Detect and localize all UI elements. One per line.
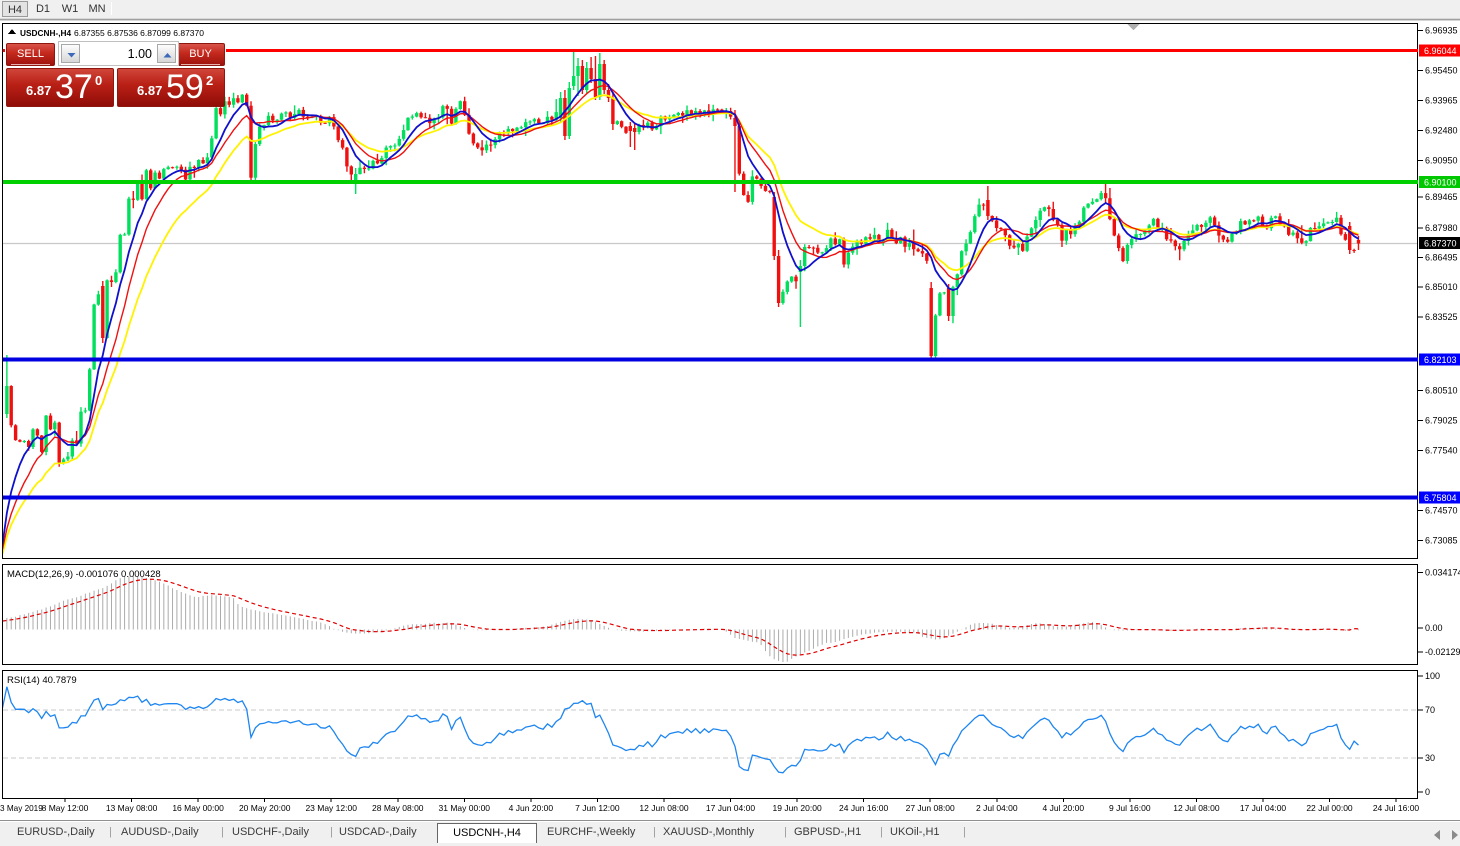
svg-text:6.74570: 6.74570 [1425, 506, 1458, 516]
svg-text:7 Jun 12:00: 7 Jun 12:00 [575, 803, 620, 813]
svg-text:6.93965: 6.93965 [1425, 96, 1458, 106]
svg-text:3 May 2019: 3 May 2019 [0, 804, 43, 813]
svg-text:22 Jul 00:00: 22 Jul 00:00 [1306, 803, 1353, 813]
svg-text:0.00: 0.00 [1425, 623, 1443, 633]
svg-text:6.75804: 6.75804 [1424, 493, 1457, 503]
svg-text:6.95450: 6.95450 [1425, 66, 1458, 76]
svg-text:6.82103: 6.82103 [1424, 355, 1457, 365]
svg-text:6.87370: 6.87370 [1424, 238, 1457, 248]
svg-text:6.89465: 6.89465 [1425, 192, 1458, 202]
svg-text:9 Jul 16:00: 9 Jul 16:00 [1109, 803, 1151, 813]
svg-text:6.73085: 6.73085 [1425, 536, 1458, 546]
svg-text:19 Jun 20:00: 19 Jun 20:00 [773, 803, 822, 813]
svg-text:17 Jun 04:00: 17 Jun 04:00 [706, 803, 755, 813]
svg-text:4 Jul 20:00: 4 Jul 20:00 [1043, 803, 1085, 813]
svg-text:16 May 00:00: 16 May 00:00 [172, 803, 224, 813]
svg-text:6.92480: 6.92480 [1425, 126, 1458, 136]
svg-text:6.77540: 6.77540 [1425, 446, 1458, 456]
svg-text:6.87355 6.87536 6.87099 6.8737: 6.87355 6.87536 6.87099 6.87370 [74, 28, 204, 38]
svg-text:28 May 08:00: 28 May 08:00 [372, 803, 424, 813]
svg-text:0.034174: 0.034174 [1425, 568, 1460, 578]
svg-text:12 Jun 08:00: 12 Jun 08:00 [639, 803, 688, 813]
svg-text:30: 30 [1425, 753, 1435, 763]
svg-text:24 Jun 16:00: 24 Jun 16:00 [839, 803, 888, 813]
svg-text:6.86495: 6.86495 [1425, 253, 1458, 263]
svg-text:24 Jul 16:00: 24 Jul 16:00 [1373, 803, 1420, 813]
svg-text:8 May 12:00: 8 May 12:00 [42, 803, 89, 813]
svg-text:6.90950: 6.90950 [1425, 156, 1458, 166]
svg-text:RSI(14) 40.7879: RSI(14) 40.7879 [7, 675, 77, 686]
svg-text:USDCNH-,H4: USDCNH-,H4 [20, 28, 72, 38]
svg-text:12 Jul 08:00: 12 Jul 08:00 [1173, 803, 1220, 813]
svg-text:0: 0 [1425, 787, 1430, 797]
svg-text:6.96044: 6.96044 [1424, 46, 1457, 56]
svg-text:70: 70 [1425, 705, 1435, 715]
svg-text:100: 100 [1425, 671, 1440, 681]
svg-text:6.90100: 6.90100 [1424, 177, 1457, 187]
svg-text:4 Jun 20:00: 4 Jun 20:00 [509, 803, 554, 813]
svg-text:6.80510: 6.80510 [1425, 386, 1458, 396]
svg-text:31 May 00:00: 31 May 00:00 [439, 803, 491, 813]
svg-text:6.87980: 6.87980 [1425, 223, 1458, 233]
svg-text:27 Jun 08:00: 27 Jun 08:00 [906, 803, 955, 813]
svg-text:-0.021296: -0.021296 [1425, 647, 1460, 657]
svg-text:6.79025: 6.79025 [1425, 416, 1458, 426]
svg-text:6.83525: 6.83525 [1425, 312, 1458, 322]
svg-text:20 May 20:00: 20 May 20:00 [239, 803, 291, 813]
svg-text:23 May 12:00: 23 May 12:00 [305, 803, 357, 813]
svg-text:MACD(12,26,9) -0.001076 0.0004: MACD(12,26,9) -0.001076 0.000428 [7, 569, 161, 580]
svg-text:2 Jul 04:00: 2 Jul 04:00 [976, 803, 1018, 813]
svg-text:6.96935: 6.96935 [1425, 26, 1458, 36]
svg-text:6.85010: 6.85010 [1425, 282, 1458, 292]
svg-text:13 May 08:00: 13 May 08:00 [106, 803, 158, 813]
svg-text:17 Jul 04:00: 17 Jul 04:00 [1240, 803, 1287, 813]
